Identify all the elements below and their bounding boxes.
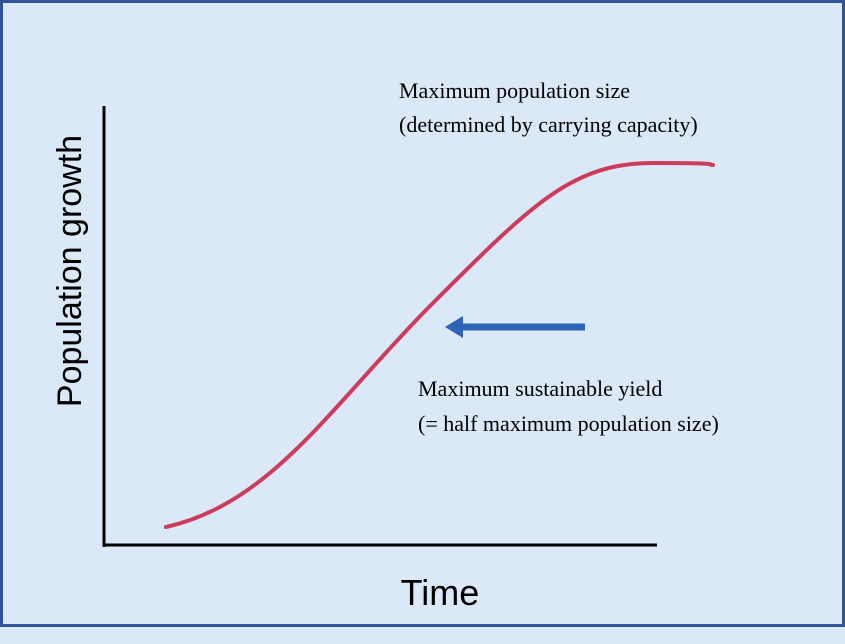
growth-curve <box>164 160 715 529</box>
max-population-label-line1: Maximum population size <box>399 78 630 103</box>
msy-label-line2: (= half maximum population size) <box>418 411 719 436</box>
x-axis-label: Time <box>401 572 480 613</box>
max-population-label-line2: (determined by carrying capacity) <box>399 112 698 137</box>
msy-arrow-head <box>445 316 463 338</box>
logistic-growth-chart: Maximum population size (determined by c… <box>51 78 719 613</box>
msy-label-line1: Maximum sustainable yield <box>418 376 662 401</box>
y-axis-label: Population growth <box>51 135 89 407</box>
chart-frame: Maximum population size (determined by c… <box>0 0 845 627</box>
